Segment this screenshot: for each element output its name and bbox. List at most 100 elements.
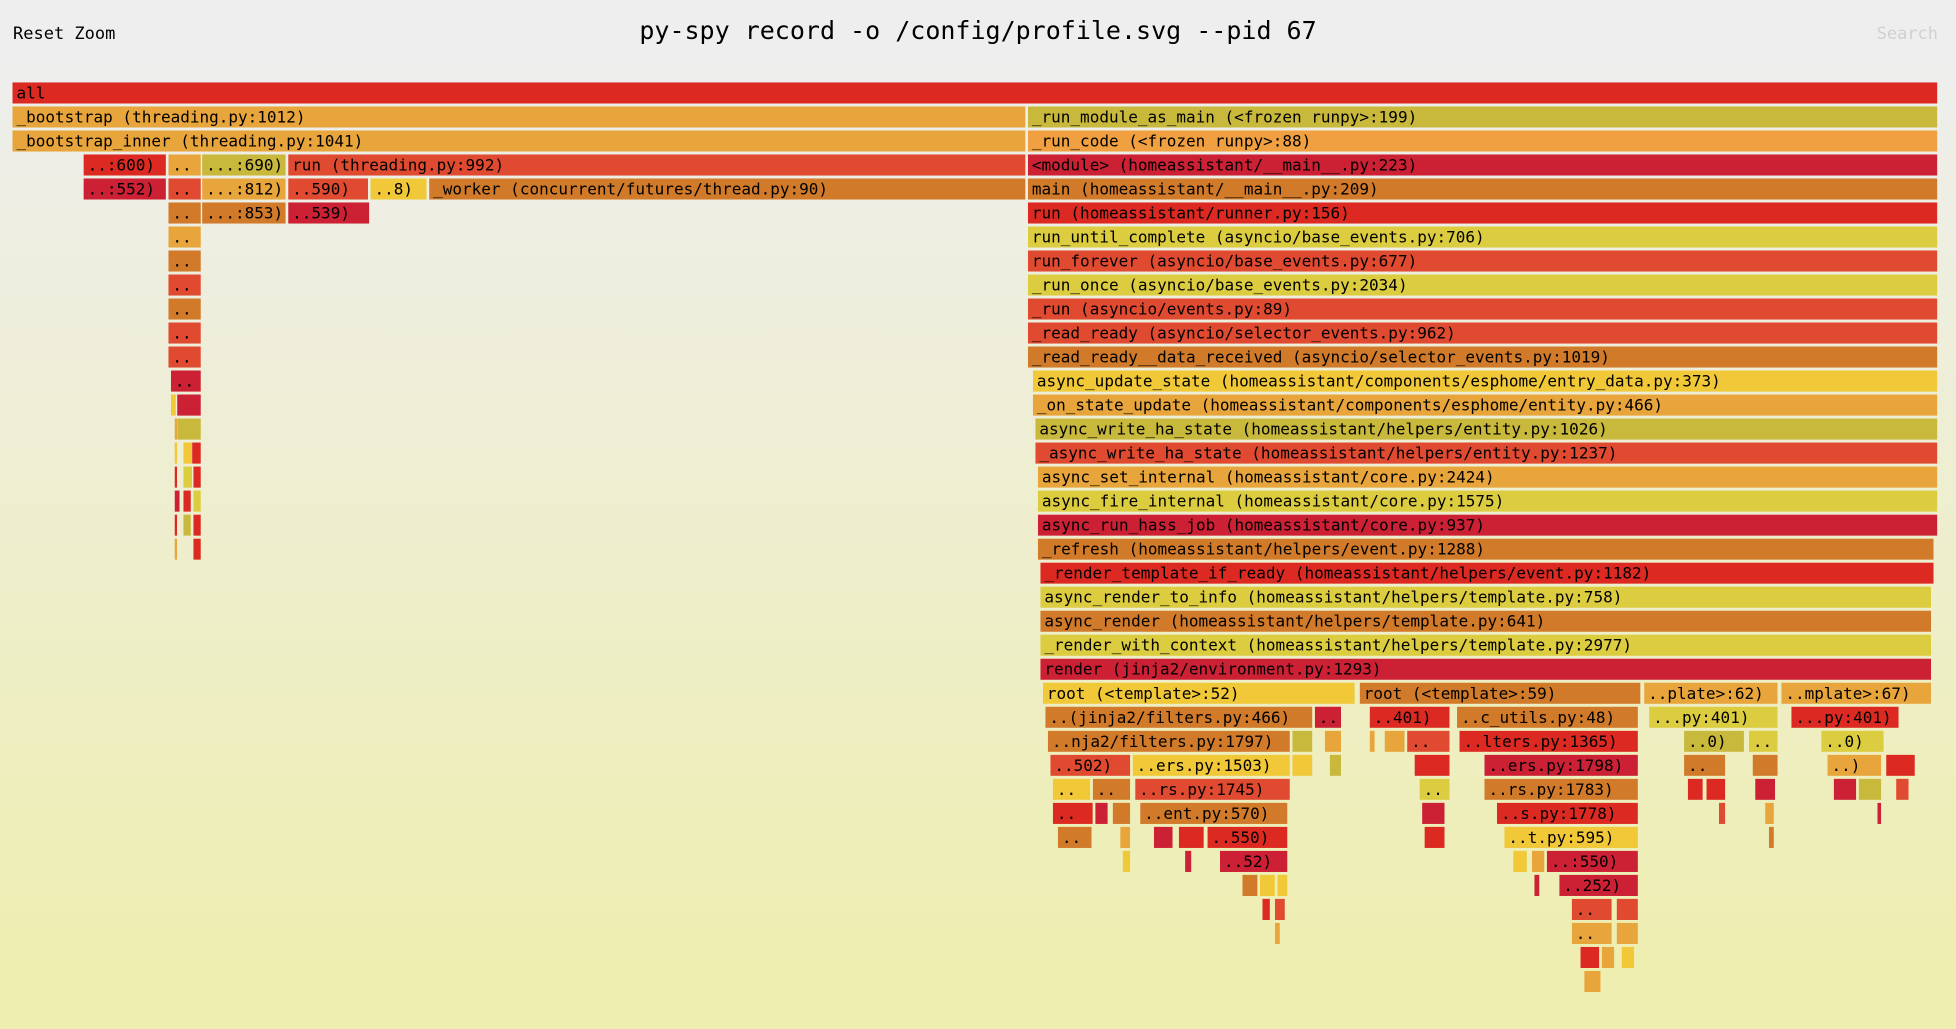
frame[interactable] [174,466,178,488]
frame[interactable]: .. [1092,778,1131,800]
frame[interactable] [1616,898,1638,920]
frame[interactable] [1259,874,1275,896]
frame[interactable] [1616,922,1638,945]
frame[interactable]: ..c_utils.py:48) [1457,706,1638,728]
frame[interactable] [1292,754,1313,776]
frame[interactable] [1424,826,1445,848]
frame[interactable] [1687,778,1703,800]
frame[interactable] [174,418,178,440]
frame[interactable]: ...:853) [202,202,286,224]
frame[interactable]: .. [168,226,201,248]
frame[interactable] [1262,898,1270,920]
frame[interactable] [1112,802,1131,824]
frame[interactable]: .. [168,322,201,344]
frame[interactable] [1369,730,1375,752]
frame[interactable]: async_fire_internal (homeassistant/core.… [1037,490,1938,512]
frame[interactable] [1242,874,1258,896]
frame[interactable] [1292,730,1313,752]
frame[interactable]: ..401) [1369,706,1450,728]
frame[interactable] [1621,946,1635,969]
frame[interactable] [1122,850,1131,872]
frame[interactable] [1755,778,1776,800]
frame[interactable]: ..nja2/filters.py:1797) [1047,730,1290,752]
frame[interactable] [183,514,191,536]
frame[interactable]: .. [168,298,201,320]
frame[interactable]: ..rs.py:1783) [1484,778,1638,800]
frame[interactable]: .. [1571,898,1612,920]
frame[interactable] [1768,826,1774,848]
frame[interactable]: .. [170,370,201,392]
frame[interactable]: ...py:401) [1791,706,1899,728]
frame[interactable]: _run (asyncio/events.py:89) [1027,298,1938,320]
frame[interactable] [1858,778,1882,800]
frame[interactable]: ..8) [370,178,427,200]
frame[interactable]: async_run_hass_job (homeassistant/core.p… [1037,514,1938,536]
frame[interactable]: ..:552) [83,178,166,200]
frame[interactable] [1329,754,1342,776]
frame[interactable] [192,442,201,464]
frame[interactable]: ...:690) [202,154,286,176]
frame[interactable] [1752,754,1778,776]
frame[interactable] [1580,946,1600,969]
frame[interactable] [1095,802,1108,824]
frame[interactable] [1531,850,1545,872]
frame[interactable]: _bootstrap (threading.py:1012) [12,106,1026,128]
frame[interactable]: ..0) [1684,730,1744,752]
frame[interactable] [177,418,201,440]
frame[interactable] [183,490,191,512]
frame[interactable]: ..s.py:1778) [1496,802,1638,824]
frame[interactable] [177,394,201,416]
frame[interactable] [1601,946,1615,969]
frame[interactable]: ..:550) [1546,850,1638,872]
frame[interactable] [174,538,178,560]
frame[interactable]: .. [168,154,201,176]
frame[interactable] [1324,730,1342,752]
frame[interactable]: _run_module_as_main (<frozen runpy>:199) [1027,106,1938,128]
frame[interactable]: _run_once (asyncio/base_events.py:2034) [1027,274,1938,296]
frame[interactable]: render (jinja2/environment.py:1293) [1040,658,1932,680]
frame[interactable]: ..lters.py:1365) [1459,730,1638,752]
frame[interactable]: _run_code (<frozen runpy>:88) [1027,130,1938,152]
frame[interactable] [1886,754,1915,776]
frame[interactable]: _refresh (homeassistant/helpers/event.py… [1037,538,1934,560]
frame[interactable]: .. [168,178,201,200]
frame[interactable]: ..550) [1207,826,1288,848]
frame[interactable] [1274,922,1280,945]
frame[interactable]: ..:600) [83,154,166,176]
frame[interactable]: _bootstrap_inner (threading.py:1041) [12,130,1026,152]
frame[interactable] [174,514,178,536]
frame[interactable]: async_update_state (homeassistant/compon… [1032,370,1938,392]
frame[interactable]: ..502) [1050,754,1131,776]
frame[interactable]: _render_template_if_ready (homeassistant… [1040,562,1934,584]
frame[interactable]: .. [168,274,201,296]
frame[interactable] [193,466,201,488]
frame[interactable] [174,490,180,512]
frame[interactable]: ..(jinja2/filters.py:466) [1045,706,1313,728]
frame[interactable] [1513,850,1527,872]
frame[interactable] [193,514,201,536]
frame[interactable]: .. [1748,730,1778,752]
frame[interactable]: .. [1419,778,1450,800]
frame[interactable]: run (threading.py:992) [288,154,1026,176]
frame[interactable]: ..252) [1559,874,1638,896]
frame[interactable]: .. [1684,754,1726,776]
frame[interactable]: run (homeassistant/runner.py:156) [1027,202,1938,224]
frame[interactable] [1706,778,1726,800]
reset-zoom[interactable]: Reset Zoom [13,24,115,44]
frame[interactable]: ..) [1827,754,1882,776]
frame[interactable]: ..ers.py:1503) [1132,754,1290,776]
frame[interactable]: _async_write_ha_state (homeassistant/hel… [1035,442,1938,464]
frame[interactable] [193,490,201,512]
frame[interactable]: root (<template>:59) [1359,682,1641,704]
frame[interactable] [183,466,193,488]
frame[interactable] [1277,874,1288,896]
frame[interactable]: .. [168,346,201,368]
frame[interactable] [1384,730,1405,752]
frame[interactable] [193,538,201,560]
frame[interactable]: _render_with_context (homeassistant/help… [1040,634,1932,656]
frame[interactable]: _read_ready (asyncio/selector_events.py:… [1027,322,1938,344]
frame[interactable]: async_render (homeassistant/helpers/temp… [1040,610,1932,632]
frame[interactable]: _on_state_update (homeassistant/componen… [1032,394,1938,416]
frame[interactable]: .. [1052,778,1091,800]
frame[interactable]: async_write_ha_state (homeassistant/help… [1035,418,1938,440]
